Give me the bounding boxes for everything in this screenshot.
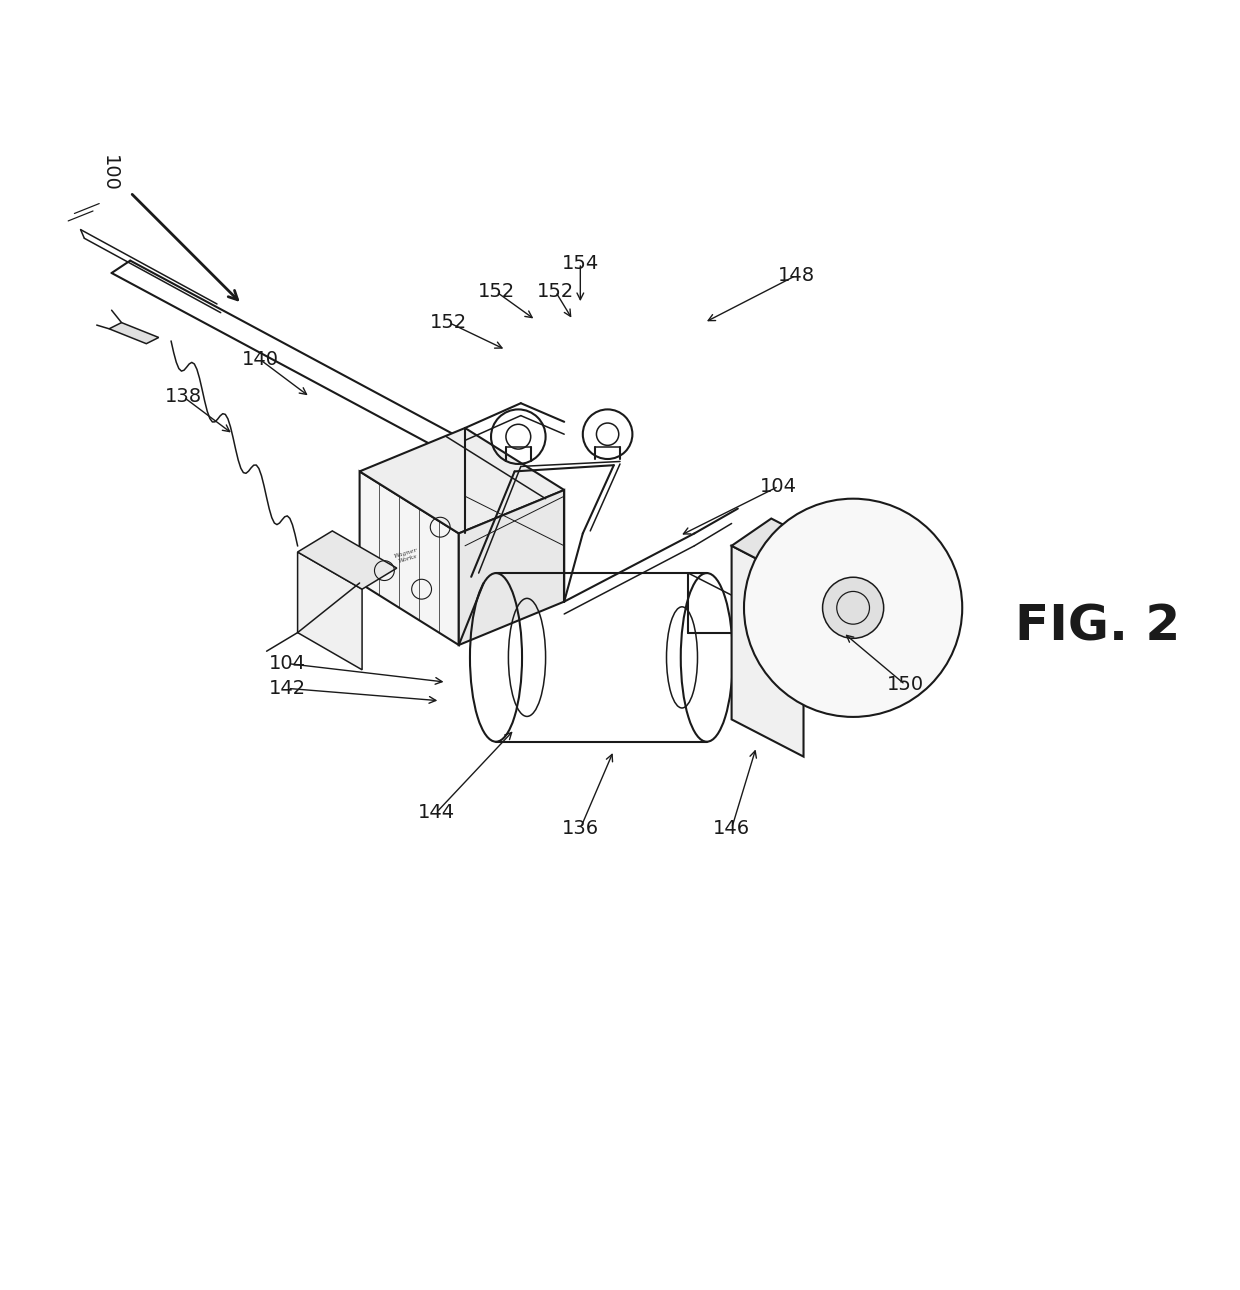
Text: 152: 152 [430, 313, 467, 332]
Text: 154: 154 [562, 254, 599, 272]
Text: 146: 146 [713, 819, 750, 838]
Text: 144: 144 [418, 802, 455, 822]
Polygon shape [298, 552, 362, 670]
Polygon shape [732, 546, 804, 757]
Text: 140: 140 [242, 351, 279, 369]
Circle shape [744, 499, 962, 717]
Text: 136: 136 [562, 819, 599, 838]
Text: 150: 150 [887, 675, 924, 694]
Circle shape [822, 577, 884, 639]
Polygon shape [459, 490, 564, 645]
Text: 100: 100 [99, 155, 119, 192]
Polygon shape [298, 531, 397, 590]
Polygon shape [360, 471, 459, 645]
Text: 104: 104 [760, 477, 797, 495]
Polygon shape [109, 322, 159, 343]
Polygon shape [360, 428, 564, 533]
Text: 152: 152 [537, 283, 574, 301]
Text: 138: 138 [165, 387, 202, 406]
Text: Wagner
Works: Wagner Works [393, 547, 420, 564]
Text: 152: 152 [477, 283, 515, 301]
Text: 142: 142 [269, 679, 306, 698]
Text: 148: 148 [777, 266, 815, 285]
Polygon shape [732, 519, 843, 583]
Text: FIG. 2: FIG. 2 [1014, 602, 1180, 650]
Text: 104: 104 [269, 654, 306, 673]
